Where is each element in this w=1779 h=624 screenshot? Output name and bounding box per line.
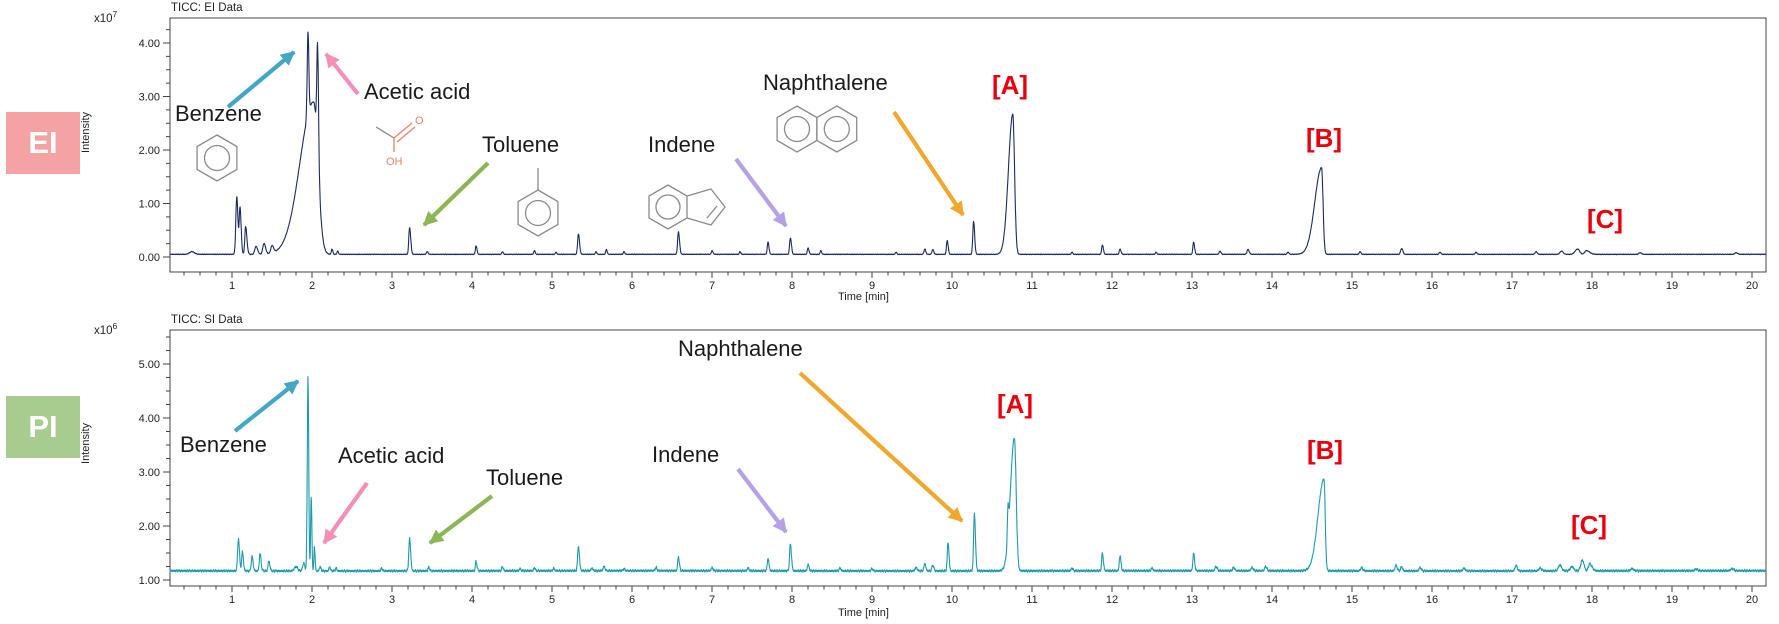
svg-text:6: 6 — [629, 594, 635, 606]
svg-text:4: 4 — [469, 594, 475, 606]
svg-text:5.00: 5.00 — [139, 359, 160, 371]
svg-text:10: 10 — [946, 594, 958, 606]
svg-text:4.00: 4.00 — [139, 38, 160, 50]
pi-naphthalene-label: Naphthalene — [678, 336, 803, 361]
pi-acetic-acid-label: Acetic acid — [338, 443, 445, 468]
svg-text:1: 1 — [229, 280, 235, 292]
svg-text:14: 14 — [1266, 280, 1278, 292]
ei-x-axis-label: Time [min] — [838, 291, 889, 303]
pi-indene-label: Indene — [652, 442, 720, 467]
svg-text:9: 9 — [869, 594, 875, 606]
pi-badge: PI — [6, 396, 80, 458]
ei-peak-B-label: [B] — [1305, 123, 1343, 153]
svg-text:8: 8 — [789, 594, 795, 606]
ei-naphthalene-label: Naphthalene — [763, 70, 888, 95]
svg-text:1: 1 — [229, 594, 235, 606]
svg-text:5: 5 — [549, 280, 555, 292]
ei-y-axis-label: Intensity — [80, 112, 92, 153]
ei-indene-arrow — [734, 157, 788, 228]
ei-chart-title: TICC: EI Data — [171, 2, 243, 14]
pi-toluene-label: Toluene — [486, 465, 564, 490]
svg-text:17: 17 — [1506, 594, 1518, 606]
svg-text:2.00: 2.00 — [139, 521, 160, 533]
ei-benzene-arrow — [226, 50, 296, 109]
svg-text:16: 16 — [1426, 280, 1438, 292]
ei-toluene-arrow — [422, 161, 490, 227]
svg-text:11: 11 — [1026, 280, 1037, 292]
ei-naphthalene-arrow — [892, 110, 965, 217]
pi-toluene-arrow — [428, 494, 494, 545]
ei-acetic-acid-arrow — [324, 52, 360, 96]
svg-text:18: 18 — [1586, 594, 1598, 606]
svg-text:1.00: 1.00 — [139, 575, 160, 587]
svg-text:1.00: 1.00 — [139, 199, 160, 211]
ei-peak-A-label: [A] — [991, 70, 1029, 100]
structure-icons: O OH — [196, 105, 858, 237]
svg-text:4: 4 — [469, 280, 475, 292]
svg-text:8: 8 — [789, 280, 795, 292]
svg-text:3: 3 — [389, 280, 395, 292]
pi-peak-C-label: [C] — [1570, 510, 1608, 540]
ei-toluene-label: Toluene — [482, 132, 560, 157]
pi-y-scale-label: x106 — [94, 321, 118, 337]
svg-text:4.00: 4.00 — [139, 413, 160, 425]
svg-text:17: 17 — [1506, 280, 1518, 292]
svg-text:13: 13 — [1186, 594, 1198, 606]
svg-text:13: 13 — [1186, 280, 1198, 292]
pi-peak-B-label: [B] — [1306, 435, 1344, 465]
ei-indene-label: Indene — [648, 132, 716, 157]
ei-benzene-label: Benzene — [175, 101, 262, 126]
svg-text:18: 18 — [1586, 280, 1598, 292]
svg-text:3.00: 3.00 — [139, 92, 160, 104]
svg-text:15: 15 — [1346, 280, 1358, 292]
svg-text:19: 19 — [1666, 280, 1678, 292]
pi-indene-arrow — [736, 467, 788, 534]
indene-structure-icon — [648, 184, 726, 230]
toluene-structure-icon — [517, 168, 559, 237]
svg-text:0.00: 0.00 — [139, 252, 160, 264]
pi-acetic-acid-arrow — [322, 481, 369, 545]
ei-y-scale-label: x107 — [94, 9, 118, 25]
svg-text:5: 5 — [549, 594, 555, 606]
pi-x-axis-label: Time [min] — [838, 607, 889, 619]
ei-peak-C-label: [C] — [1586, 204, 1624, 234]
svg-text:7: 7 — [709, 594, 715, 606]
pi-chart-title: TICC: SI Data — [171, 314, 243, 326]
pi-peak-A-label: [A] — [996, 389, 1034, 419]
svg-text:12: 12 — [1106, 280, 1118, 292]
svg-text:3.00: 3.00 — [139, 467, 160, 479]
pi-benzene-label: Benzene — [180, 432, 267, 457]
acetic-acid-structure-icon: O OH — [375, 115, 424, 168]
svg-text:20: 20 — [1746, 280, 1758, 292]
svg-text:2: 2 — [309, 594, 315, 606]
pi-naphthalene-arrow — [798, 371, 964, 523]
svg-text:12: 12 — [1106, 594, 1118, 606]
svg-text:3: 3 — [389, 594, 395, 606]
benzene-structure-icon — [196, 134, 238, 182]
svg-text:7: 7 — [709, 280, 715, 292]
svg-text:19: 19 — [1666, 594, 1678, 606]
svg-text:10: 10 — [946, 280, 958, 292]
svg-text:2.00: 2.00 — [139, 145, 160, 157]
svg-text:2: 2 — [309, 280, 315, 292]
ei-chart-area: 0.001.002.003.004.001 2 3 4 5 6 7 8 9 10 11 12 13 14 1… — [139, 17, 1767, 292]
naphthalene-structure-icon — [776, 105, 858, 153]
acetic-oh-label: OH — [386, 156, 403, 168]
svg-text:16: 16 — [1426, 594, 1438, 606]
annotation-arrows — [226, 50, 965, 545]
svg-text:6: 6 — [629, 280, 635, 292]
pi-benzene-arrow — [233, 379, 300, 433]
pi-y-axis-label: Intensity — [80, 423, 92, 464]
svg-text:15: 15 — [1346, 594, 1358, 606]
svg-text:20: 20 — [1746, 594, 1758, 606]
ei-acetic-acid-label: Acetic acid — [364, 79, 471, 104]
svg-text:11: 11 — [1026, 594, 1037, 606]
pi-chart-area: 1.002.003.004.005.001 2 3 4 5 6 7 8 9 10 11 12 13 14 1… — [139, 329, 1767, 606]
svg-text:9: 9 — [869, 280, 875, 292]
acetic-o-label: O — [415, 115, 424, 127]
svg-text:14: 14 — [1266, 594, 1278, 606]
ei-badge: EI — [6, 112, 80, 174]
